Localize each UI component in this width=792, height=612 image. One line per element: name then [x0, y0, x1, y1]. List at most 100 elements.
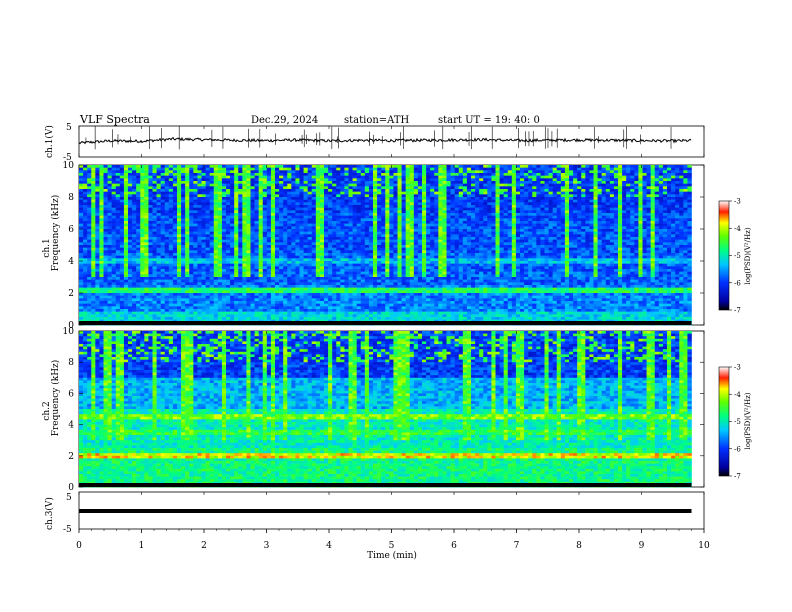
- spectrogram-cell: [99, 197, 104, 200]
- spectrogram-cell: [344, 181, 349, 184]
- spectrogram-cell: [91, 250, 96, 254]
- spectrogram-cell: [528, 218, 533, 222]
- spectrogram-cell: [393, 226, 398, 230]
- spectrogram-cell: [466, 242, 472, 246]
- spectrogram-cell: [79, 210, 84, 214]
- spectrogram-cell: [340, 197, 345, 200]
- spectrogram-cell: [622, 229, 627, 232]
- spectrogram-cell: [221, 239, 227, 243]
- spectrogram-cell: [471, 181, 476, 184]
- spectrogram-cell: [499, 223, 504, 227]
- spectrogram-cell: [683, 221, 688, 224]
- spectrogram-cell: [528, 181, 533, 184]
- spectrogram-cell: [405, 191, 411, 195]
- spectrogram-cell: [381, 170, 386, 174]
- spectrogram-cell: [360, 194, 366, 198]
- spectrogram-cell: [181, 181, 186, 184]
- spectrogram-cell: [687, 218, 692, 222]
- spectrogram-cell: [336, 237, 341, 240]
- spectrogram-cell: [291, 173, 296, 176]
- spectrogram-cell: [156, 229, 161, 232]
- spectrogram-cell: [181, 229, 186, 232]
- spectrogram-cell: [217, 239, 223, 243]
- spectrogram-cell: [524, 218, 529, 222]
- spectrogram-cell: [552, 207, 558, 211]
- spectrogram-cell: [311, 239, 317, 243]
- spectrogram-cell: [234, 194, 239, 198]
- spectrogram-cell: [569, 189, 574, 192]
- spectrogram-cell: [270, 231, 276, 235]
- spectrogram-cell: [585, 218, 590, 222]
- spectrogram-cell: [397, 175, 402, 179]
- spectrogram-cell: [356, 218, 362, 222]
- spectrogram-cell: [319, 205, 325, 208]
- spectrogram-cell: [311, 245, 317, 248]
- spectrogram-cell: [258, 215, 264, 219]
- spectrogram-cell: [409, 223, 415, 227]
- spectrogram-cell: [650, 237, 656, 240]
- spectrogram-cell: [79, 189, 84, 192]
- spectrogram-cell: [283, 245, 288, 248]
- spectrogram-cell: [560, 239, 566, 243]
- spectrogram-cell: [91, 175, 96, 179]
- spectrogram-cell: [426, 226, 431, 230]
- spectrogram-cell: [642, 191, 647, 195]
- spectrogram-cell: [144, 170, 149, 174]
- spectrogram-cell: [115, 247, 121, 251]
- spectrogram-cell: [650, 207, 656, 211]
- spectrogram-cell: [209, 245, 215, 248]
- spectrogram-cell: [646, 210, 651, 214]
- spectrogram-cell: [622, 181, 627, 184]
- spectrogram-cell: [156, 223, 161, 227]
- spectrogram-cell: [609, 213, 615, 216]
- spectrogram-cell: [324, 237, 329, 240]
- spectrogram-cell: [503, 170, 509, 174]
- spectrogram-cell: [373, 205, 378, 208]
- spectrogram-cell: [221, 165, 227, 168]
- spectrogram-cell: [87, 247, 92, 251]
- spectrogram-cell: [160, 191, 166, 195]
- spectrogram-cell: [213, 181, 219, 184]
- spectrogram-cell: [299, 250, 304, 254]
- spectrogram-cell: [471, 218, 476, 222]
- spectrogram-cell: [471, 183, 476, 187]
- spectrogram-cell: [83, 215, 88, 219]
- spectrogram-cell: [132, 183, 137, 187]
- spectrogram-cell: [609, 165, 615, 168]
- spectrogram-cell: [552, 237, 558, 240]
- spectrogram-cell: [205, 175, 210, 179]
- spectrogram-cell: [156, 242, 161, 246]
- spectrogram-cell: [552, 239, 558, 243]
- spectrogram-cell: [213, 183, 219, 187]
- spectrogram-cell: [107, 167, 112, 171]
- spectrogram-cell: [136, 223, 141, 227]
- spectrogram-cell: [262, 183, 268, 187]
- spectrogram-cell: [687, 165, 692, 168]
- spectrogram-cell: [181, 194, 186, 198]
- spectrogram-cell: [507, 183, 513, 187]
- spectrogram-cell: [307, 165, 313, 168]
- spectrogram-cell: [201, 245, 206, 248]
- spectrogram-cell: [193, 218, 198, 222]
- spectrogram-cell: [275, 207, 280, 211]
- spectrogram-cell: [177, 247, 182, 251]
- spectrogram-cell: [221, 250, 227, 254]
- spectrogram-cell: [515, 173, 521, 176]
- spectrogram-cell: [377, 197, 382, 200]
- spectrogram-cell: [552, 242, 558, 246]
- spectrogram-cell: [430, 189, 435, 192]
- spectrogram-cell: [532, 194, 537, 198]
- spectrogram-cell: [213, 218, 219, 222]
- spectrogram-cell: [675, 199, 680, 203]
- spectrogram-cell: [299, 175, 304, 179]
- spectrogram-cell: [136, 234, 141, 238]
- spectrogram-cell: [299, 170, 304, 174]
- spectrogram-cell: [503, 199, 509, 203]
- spectrogram-cell: [250, 229, 255, 232]
- spectrogram-cell: [373, 165, 378, 168]
- spectrogram-cell: [103, 247, 108, 251]
- spectrogram-cell: [593, 165, 598, 168]
- spectrogram-cell: [462, 213, 468, 216]
- spectrogram-cell: [287, 226, 292, 230]
- spectrogram-cell: [438, 215, 443, 219]
